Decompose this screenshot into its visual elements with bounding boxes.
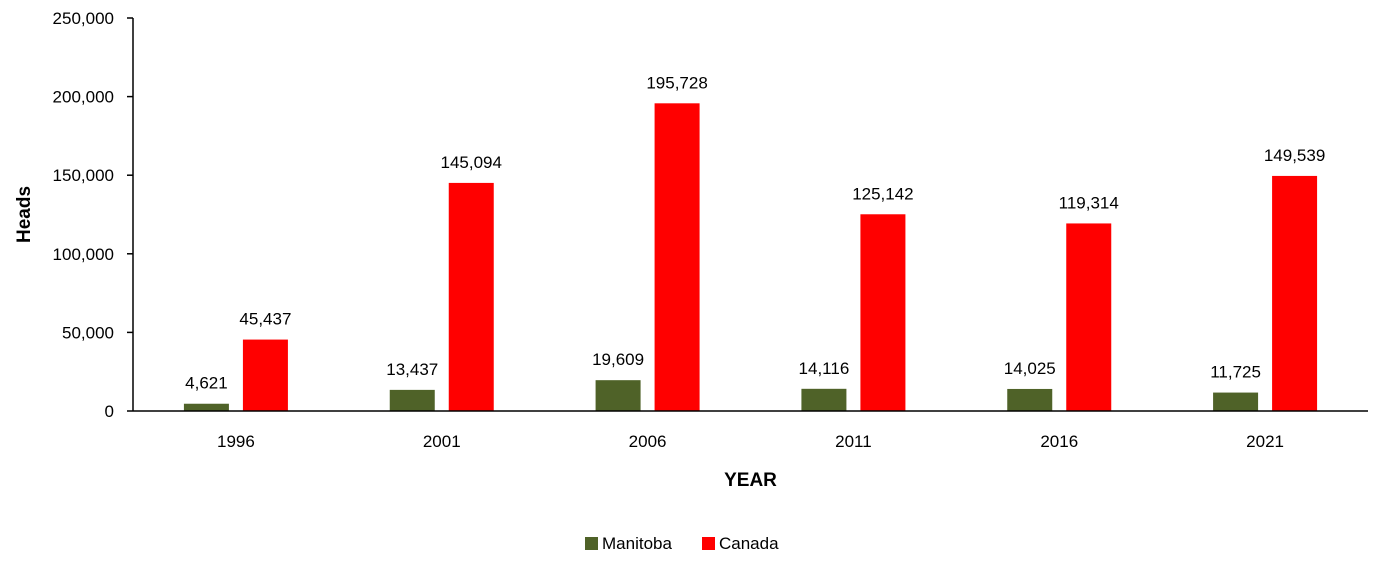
x-tick-label: 2011 [835,432,872,451]
y-tick-label: 150,000 [53,166,114,185]
y-axis-ticks: 0 50,000 100,000 150,000 200,000 250,000 [53,9,133,421]
legend-label-manitoba: Manitoba [602,534,672,553]
bar-manitoba-2006 [595,380,641,411]
legend-swatch-canada [702,537,715,550]
y-tick-label: 250,000 [53,9,114,28]
y-axis-title: Heads [14,186,35,243]
data-label: 13,437 [386,360,438,379]
bar-manitoba-2011 [801,388,847,411]
data-label: 149,539 [1264,146,1325,165]
y-tick-label: 100,000 [53,245,114,264]
bar-canada-2001 [448,182,494,411]
data-label: 195,728 [646,73,707,92]
bar-manitoba-2016 [1007,388,1053,411]
x-tick-label: 2006 [629,432,667,451]
data-label: 45,437 [239,310,291,329]
bar-canada-1996 [242,339,288,411]
y-tick-label: 200,000 [53,88,114,107]
x-tick-label: 2016 [1040,432,1078,451]
legend-label-canada: Canada [719,534,779,553]
bar-canada-2006 [654,103,700,411]
legend-swatch-manitoba [585,537,598,550]
bar-canada-2016 [1066,223,1112,411]
data-label: 14,116 [799,359,850,378]
data-label: 125,142 [852,184,913,203]
bar-canada-2021 [1272,175,1318,411]
bar-manitoba-1996 [183,403,229,411]
x-tick-label: 2001 [423,432,461,451]
x-axis-ticks: 1996 2001 2006 2011 2016 2021 [217,432,1284,451]
data-label: 11,725 [1210,363,1261,382]
data-label: 145,094 [441,153,502,172]
data-label: 14,025 [1004,359,1056,378]
x-tick-label: 2021 [1246,432,1284,451]
y-tick-label: 0 [105,402,114,421]
data-label: 119,314 [1059,193,1119,212]
data-label: 4,621 [185,374,228,393]
bar-canada-2011 [860,214,906,411]
x-tick-label: 1996 [217,432,255,451]
data-labels: 4,621 45,437 13,437 145,094 19,609 195,728 14,… [185,73,1325,392]
legend: Manitoba Canada [585,534,779,553]
y-tick-label: 50,000 [62,323,114,342]
data-label: 19,609 [592,350,644,369]
x-axis-title: YEAR [724,470,777,491]
bars [183,103,1318,411]
bar-manitoba-2021 [1213,392,1259,411]
bar-manitoba-2001 [389,389,435,411]
